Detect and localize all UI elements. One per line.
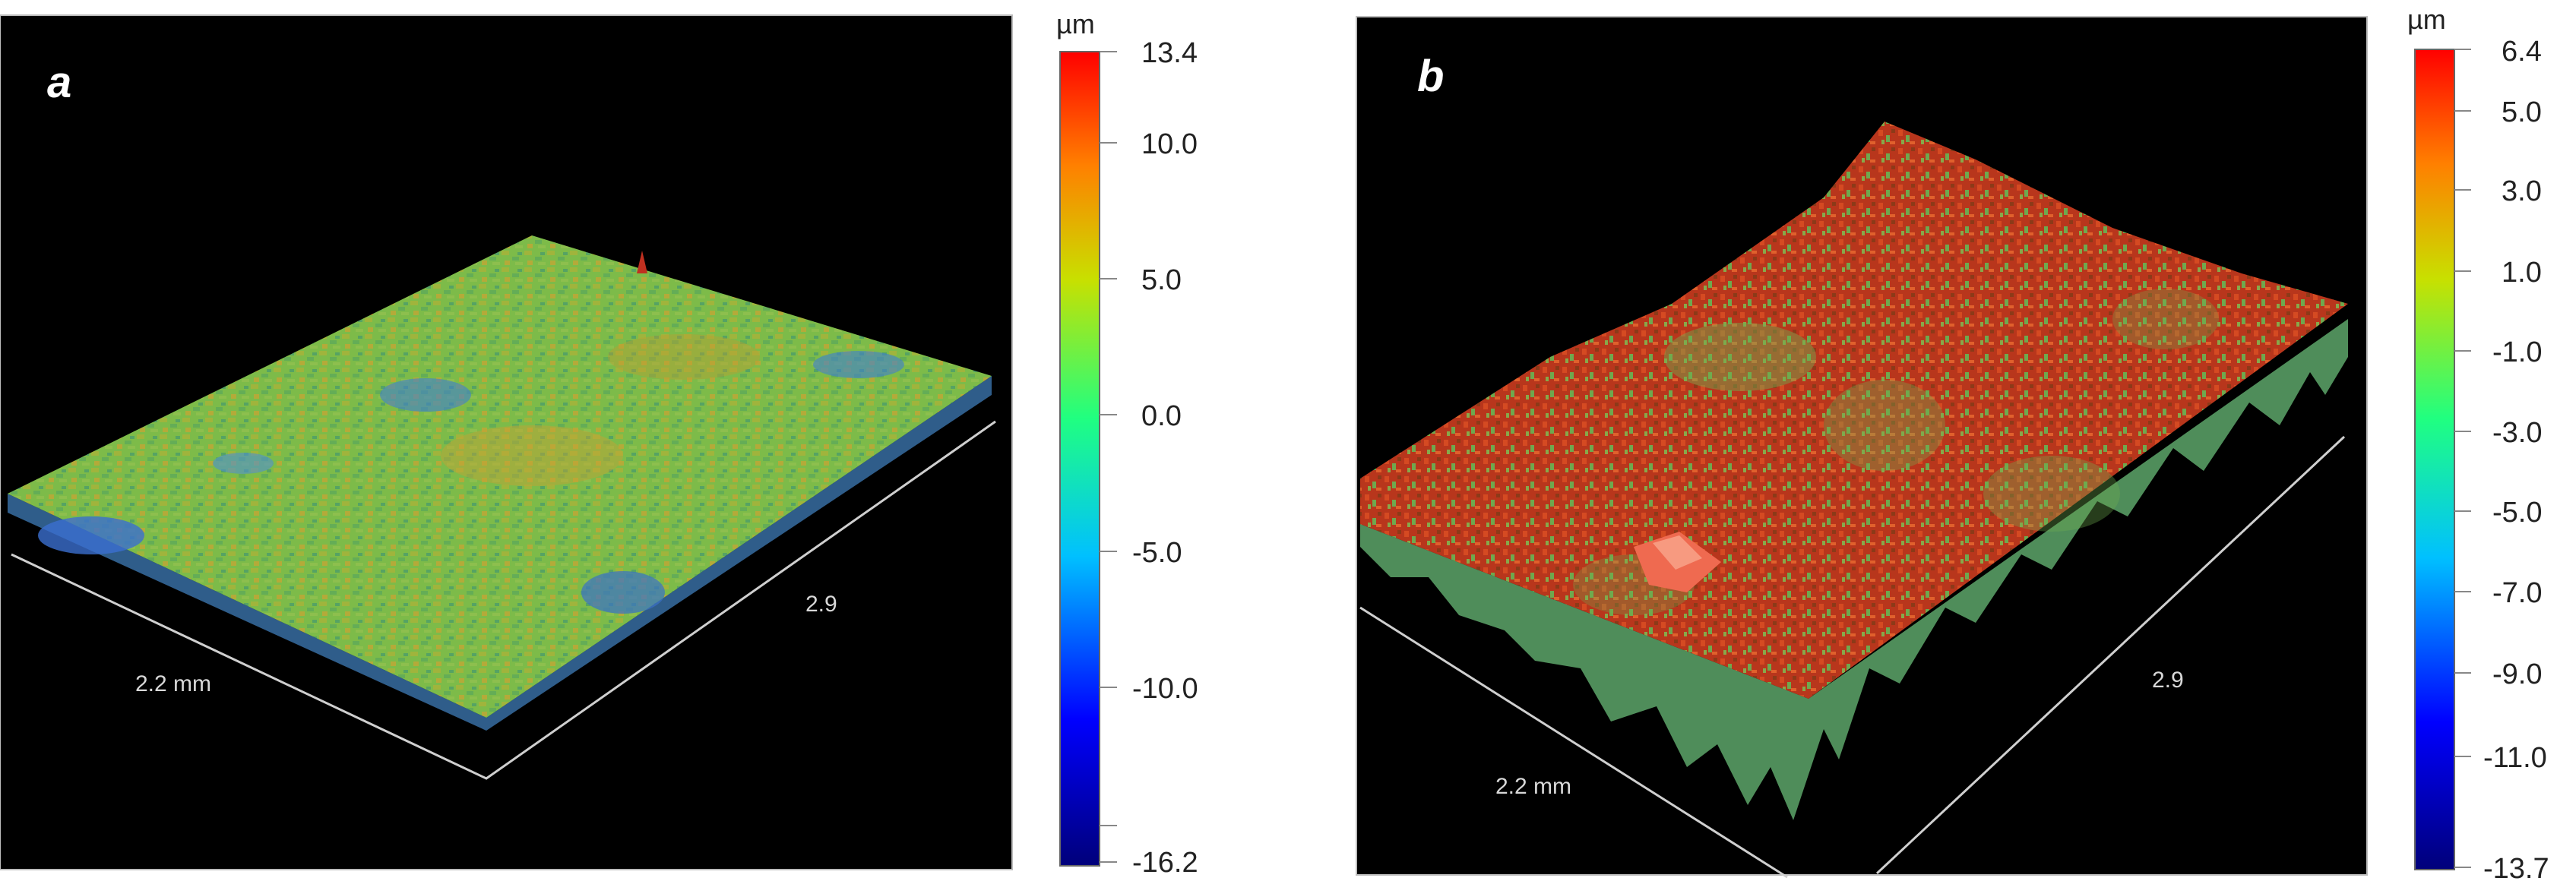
panel-b-scale-tick: -3.0 (2492, 417, 2542, 449)
panel-a-scale-unit: µm (1056, 8, 1095, 39)
panel-b-surface (1360, 122, 2348, 820)
panel-b-scale-tick: -1.0 (2492, 336, 2542, 368)
panel-b-scale-max: 6.4 (2502, 36, 2542, 68)
panel-a: a 2.2 mm 2.9 µm 13.4 10.0 5.0 0.0 -5.0 -… (0, 8, 1198, 879)
panel-b-scale-tick: -9.0 (2492, 658, 2542, 690)
panel-b-scale-tick: 5.0 (2502, 96, 2542, 128)
panel-a-scale-tick: -5.0 (1132, 537, 1182, 569)
panel-b: b 2.2 mm 2.9 µm 6.4 5.0 3.0 1.0 -1.0 -3.… (1356, 4, 2549, 881)
panel-a-axis-lines (11, 420, 996, 780)
panel-b-scale-tick: 1.0 (2502, 257, 2542, 289)
panel-b-scale-min: -13.7 (2483, 853, 2549, 881)
panel-a-label: a (47, 58, 71, 107)
panel-a-scale-min: -16.2 (1132, 847, 1198, 879)
panel-a-scale-tick: -10.0 (1132, 673, 1198, 705)
panel-a-colorbar (1059, 51, 1117, 867)
panel-a-scale-max: 13.4 (1141, 37, 1198, 69)
panel-a-scale-tick: 5.0 (1141, 264, 1182, 296)
panel-b-label: b (1417, 52, 1444, 101)
panel-a-scale-tick: 10.0 (1141, 128, 1198, 160)
panel-a-x-axis-label: 2.2 mm (135, 671, 211, 696)
panel-b-axis-lines (1359, 435, 2346, 879)
panel-a-y-axis-label: 2.9 (805, 592, 837, 617)
panel-a-scale-tick: 0.0 (1141, 400, 1182, 432)
panel-a-surface (8, 235, 992, 731)
panel-b-colorbar (2414, 49, 2471, 870)
panel-b-scale-tick: 3.0 (2502, 175, 2542, 207)
panel-b-scale-tick: -11.0 (2483, 742, 2547, 774)
panel-b-scale-unit: µm (2407, 4, 2446, 35)
panel-b-x-axis-label: 2.2 mm (1495, 774, 1571, 799)
panel-b-y-axis-label: 2.9 (2152, 668, 2184, 693)
panel-b-scale-tick: -5.0 (2492, 497, 2542, 529)
panel-b-scale-tick: -7.0 (2492, 577, 2542, 609)
